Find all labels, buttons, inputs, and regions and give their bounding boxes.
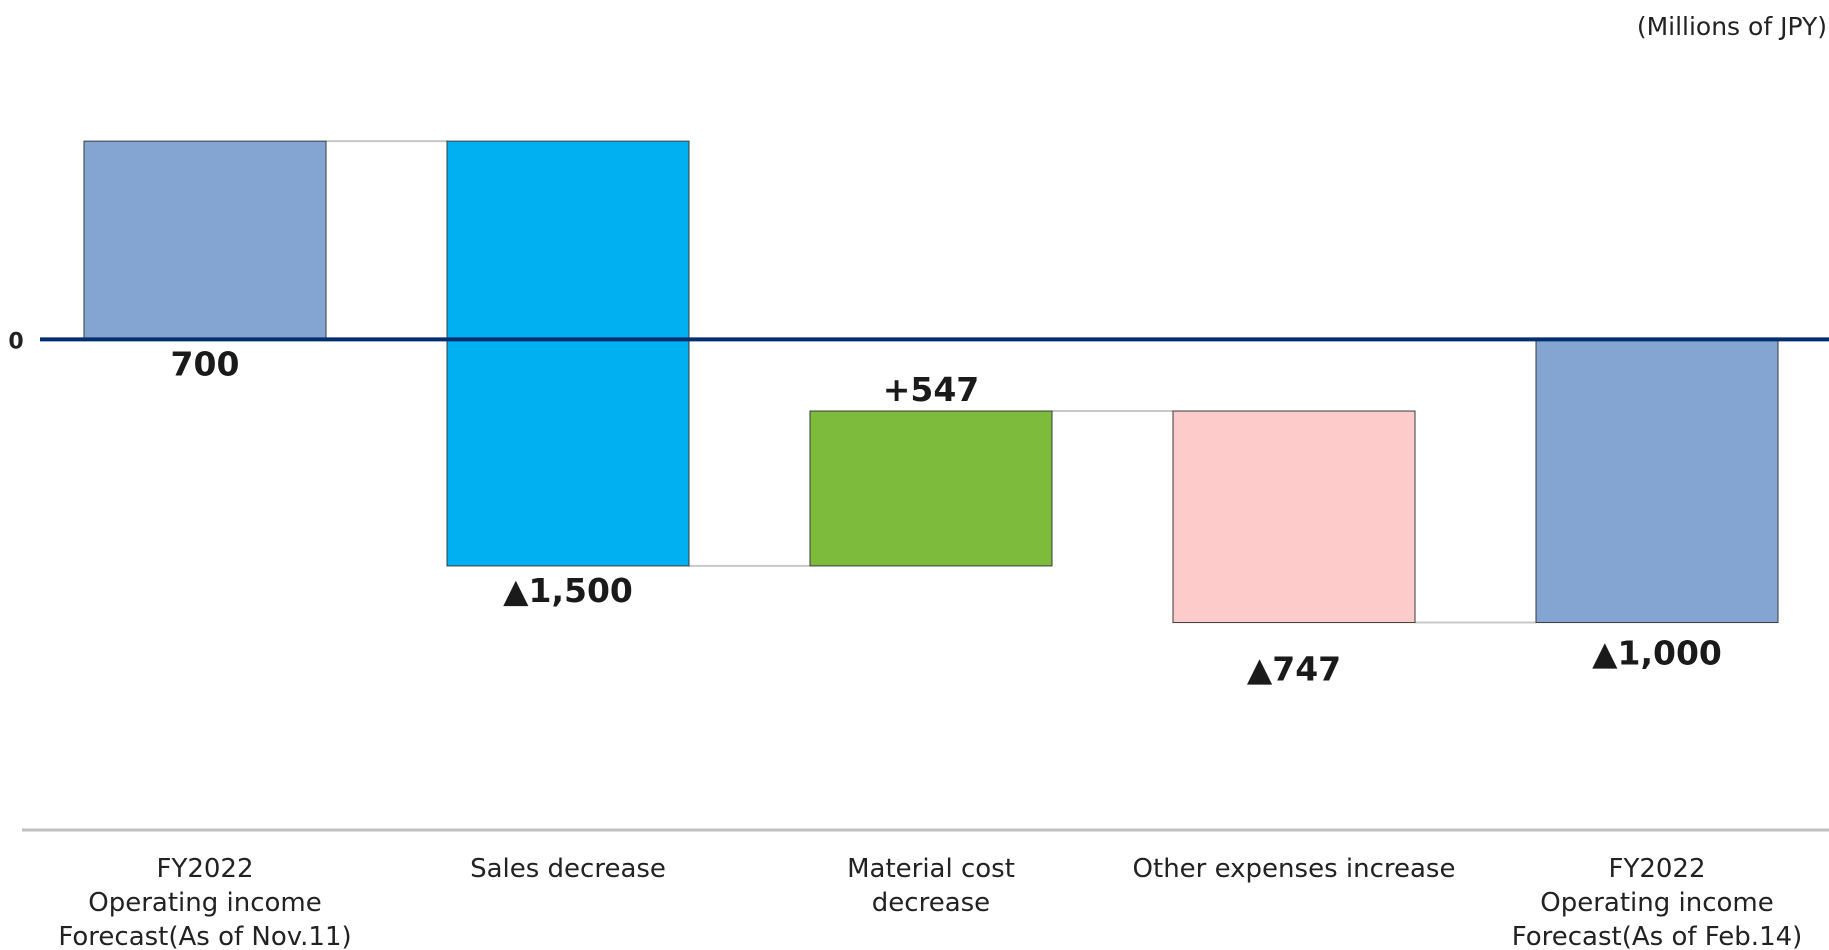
category-label-5: FY2022 Operating income Forecast(As of Feb… (1512, 854, 1803, 950)
category-label-2: Sales decrease (470, 854, 666, 884)
value-label-2: ▲1,500 (503, 571, 633, 610)
value-label-4: ▲747 (1247, 650, 1341, 689)
bar-3 (809, 410, 1053, 567)
zero-tick-label: 0 (8, 329, 23, 354)
category-label-1: FY2022 Operating income Forecast(As of Nov… (58, 854, 351, 950)
connector-lines (326, 140, 1536, 624)
bar-1 (83, 140, 327, 340)
units-label: (Millions of JPY) (1637, 12, 1827, 41)
value-label-5: ▲1,000 (1592, 634, 1722, 673)
bar-2 (446, 140, 690, 567)
bars-group (83, 140, 1779, 624)
category-labels-group: FY2022 Operating income Forecast(As of Nov… (58, 854, 1802, 950)
category-label-4: Other expenses increase (1133, 854, 1456, 884)
value-label-1: 700 (171, 344, 240, 383)
category-label-3: Material cost decrease (847, 854, 1015, 918)
bar-4 (1172, 410, 1416, 624)
bar-5 (1535, 338, 1779, 624)
value-labels-group: 700 ▲1,500 +547 ▲747 ▲1,000 (171, 344, 1722, 688)
value-label-3: +547 (883, 370, 980, 409)
